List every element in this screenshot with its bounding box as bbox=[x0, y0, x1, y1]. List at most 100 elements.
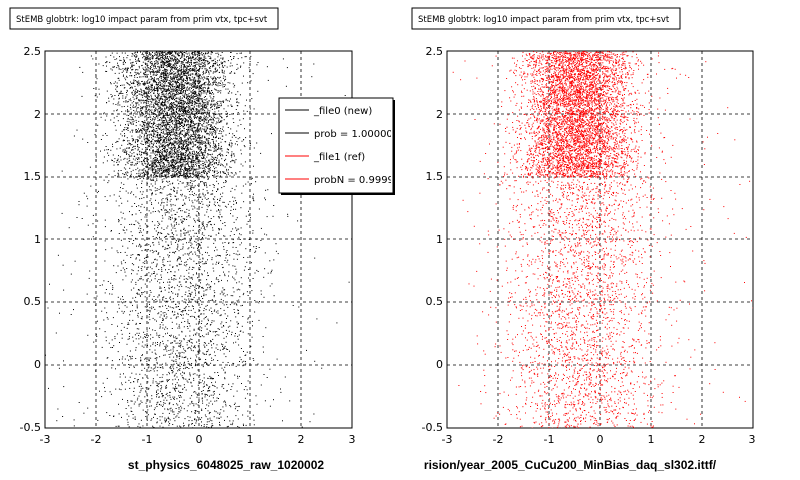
scatter-point bbox=[216, 170, 218, 172]
scatter-point bbox=[160, 161, 162, 163]
scatter-point bbox=[175, 118, 177, 120]
scatter-point bbox=[147, 51, 149, 53]
scatter-point bbox=[204, 60, 206, 62]
scatter-point bbox=[156, 174, 157, 176]
scatter-point bbox=[183, 105, 185, 107]
scatter-point bbox=[191, 165, 193, 167]
scatter-point bbox=[110, 83, 112, 85]
scatter-point bbox=[150, 134, 152, 136]
scatter-point bbox=[191, 86, 193, 88]
scatter-point bbox=[165, 150, 167, 152]
scatter-point bbox=[180, 93, 181, 94]
scatter-point bbox=[143, 159, 145, 161]
scatter-point bbox=[167, 144, 169, 146]
scatter-point bbox=[166, 93, 168, 95]
scatter-point bbox=[180, 151, 182, 153]
scatter-point bbox=[159, 109, 161, 111]
scatter-point bbox=[170, 118, 172, 120]
scatter-point bbox=[153, 116, 154, 118]
scatter-point bbox=[139, 169, 141, 171]
scatter-point bbox=[180, 74, 181, 76]
scatter-point bbox=[145, 96, 147, 98]
scatter-point bbox=[144, 66, 146, 68]
scatter-point bbox=[198, 82, 200, 84]
scatter-point bbox=[167, 65, 169, 67]
scatter-point bbox=[185, 62, 187, 64]
scatter-point bbox=[152, 80, 154, 82]
scatter-point bbox=[168, 171, 170, 172]
scatter-point bbox=[186, 125, 188, 127]
scatter-point bbox=[163, 129, 165, 131]
scatter-point bbox=[184, 143, 186, 145]
scatter-point bbox=[177, 85, 179, 87]
scatter-point bbox=[163, 69, 165, 71]
scatter-point bbox=[146, 152, 148, 154]
scatter-point bbox=[204, 151, 206, 153]
scatter-point bbox=[186, 155, 188, 157]
scatter-point bbox=[191, 148, 193, 150]
scatter-point bbox=[204, 102, 206, 104]
scatter-point bbox=[180, 70, 182, 72]
scatter-point bbox=[172, 51, 173, 53]
scatter-point bbox=[166, 168, 168, 170]
scatter-point bbox=[169, 143, 171, 144]
scatter-point bbox=[193, 162, 195, 164]
scatter-point bbox=[135, 132, 137, 133]
scatter-point bbox=[176, 51, 178, 53]
scatter-point bbox=[160, 62, 162, 64]
scatter-point bbox=[170, 79, 172, 81]
scatter-point bbox=[162, 91, 164, 93]
scatter-point bbox=[240, 65, 242, 67]
scatter-point bbox=[201, 149, 202, 150]
scatter-point bbox=[186, 133, 187, 135]
scatter-point bbox=[177, 157, 179, 159]
scatter-point bbox=[114, 81, 116, 83]
scatter-point bbox=[154, 86, 155, 88]
scatter-point bbox=[154, 118, 156, 120]
scatter-point bbox=[189, 57, 191, 59]
scatter-point bbox=[222, 126, 224, 128]
scatter-point bbox=[271, 133, 272, 135]
scatter-point bbox=[185, 140, 187, 142]
scatter-point bbox=[156, 90, 158, 91]
scatter-point bbox=[206, 78, 208, 80]
scatter-point bbox=[144, 110, 146, 112]
scatter-point bbox=[190, 121, 192, 123]
scatter-point bbox=[122, 75, 124, 77]
scatter-point bbox=[117, 173, 119, 175]
scatter-point bbox=[170, 69, 172, 70]
scatter-point bbox=[192, 68, 194, 70]
scatter-point bbox=[201, 101, 203, 103]
scatter-point bbox=[113, 117, 115, 119]
scatter-point bbox=[212, 175, 213, 176]
scatter-point bbox=[129, 59, 131, 61]
scatter-point bbox=[122, 93, 124, 94]
scatter-point bbox=[180, 61, 182, 63]
scatter-point bbox=[186, 149, 188, 151]
scatter-point bbox=[187, 105, 189, 107]
scatter-point bbox=[223, 119, 225, 121]
scatter-point bbox=[190, 134, 192, 136]
scatter-point bbox=[195, 157, 197, 159]
scatter-point bbox=[200, 92, 202, 94]
scatter-point bbox=[151, 71, 153, 73]
scatter-point bbox=[206, 129, 207, 131]
scatter-point bbox=[187, 176, 189, 178]
scatter-point bbox=[151, 166, 153, 168]
scatter-point bbox=[220, 147, 222, 149]
scatter-point bbox=[144, 124, 146, 126]
scatter-point bbox=[158, 170, 160, 172]
scatter-point bbox=[193, 76, 195, 78]
scatter-point bbox=[152, 144, 154, 146]
scatter-point bbox=[213, 100, 215, 102]
scatter-point bbox=[165, 171, 167, 173]
scatter-point bbox=[161, 155, 163, 157]
scatter-point bbox=[153, 134, 155, 136]
scatter-point bbox=[199, 146, 201, 148]
scatter-point bbox=[183, 175, 185, 177]
scatter-point bbox=[221, 104, 222, 106]
scatter-point bbox=[152, 55, 154, 57]
scatter-point bbox=[130, 62, 132, 64]
scatter-point bbox=[159, 124, 161, 125]
scatter-point bbox=[129, 87, 131, 89]
